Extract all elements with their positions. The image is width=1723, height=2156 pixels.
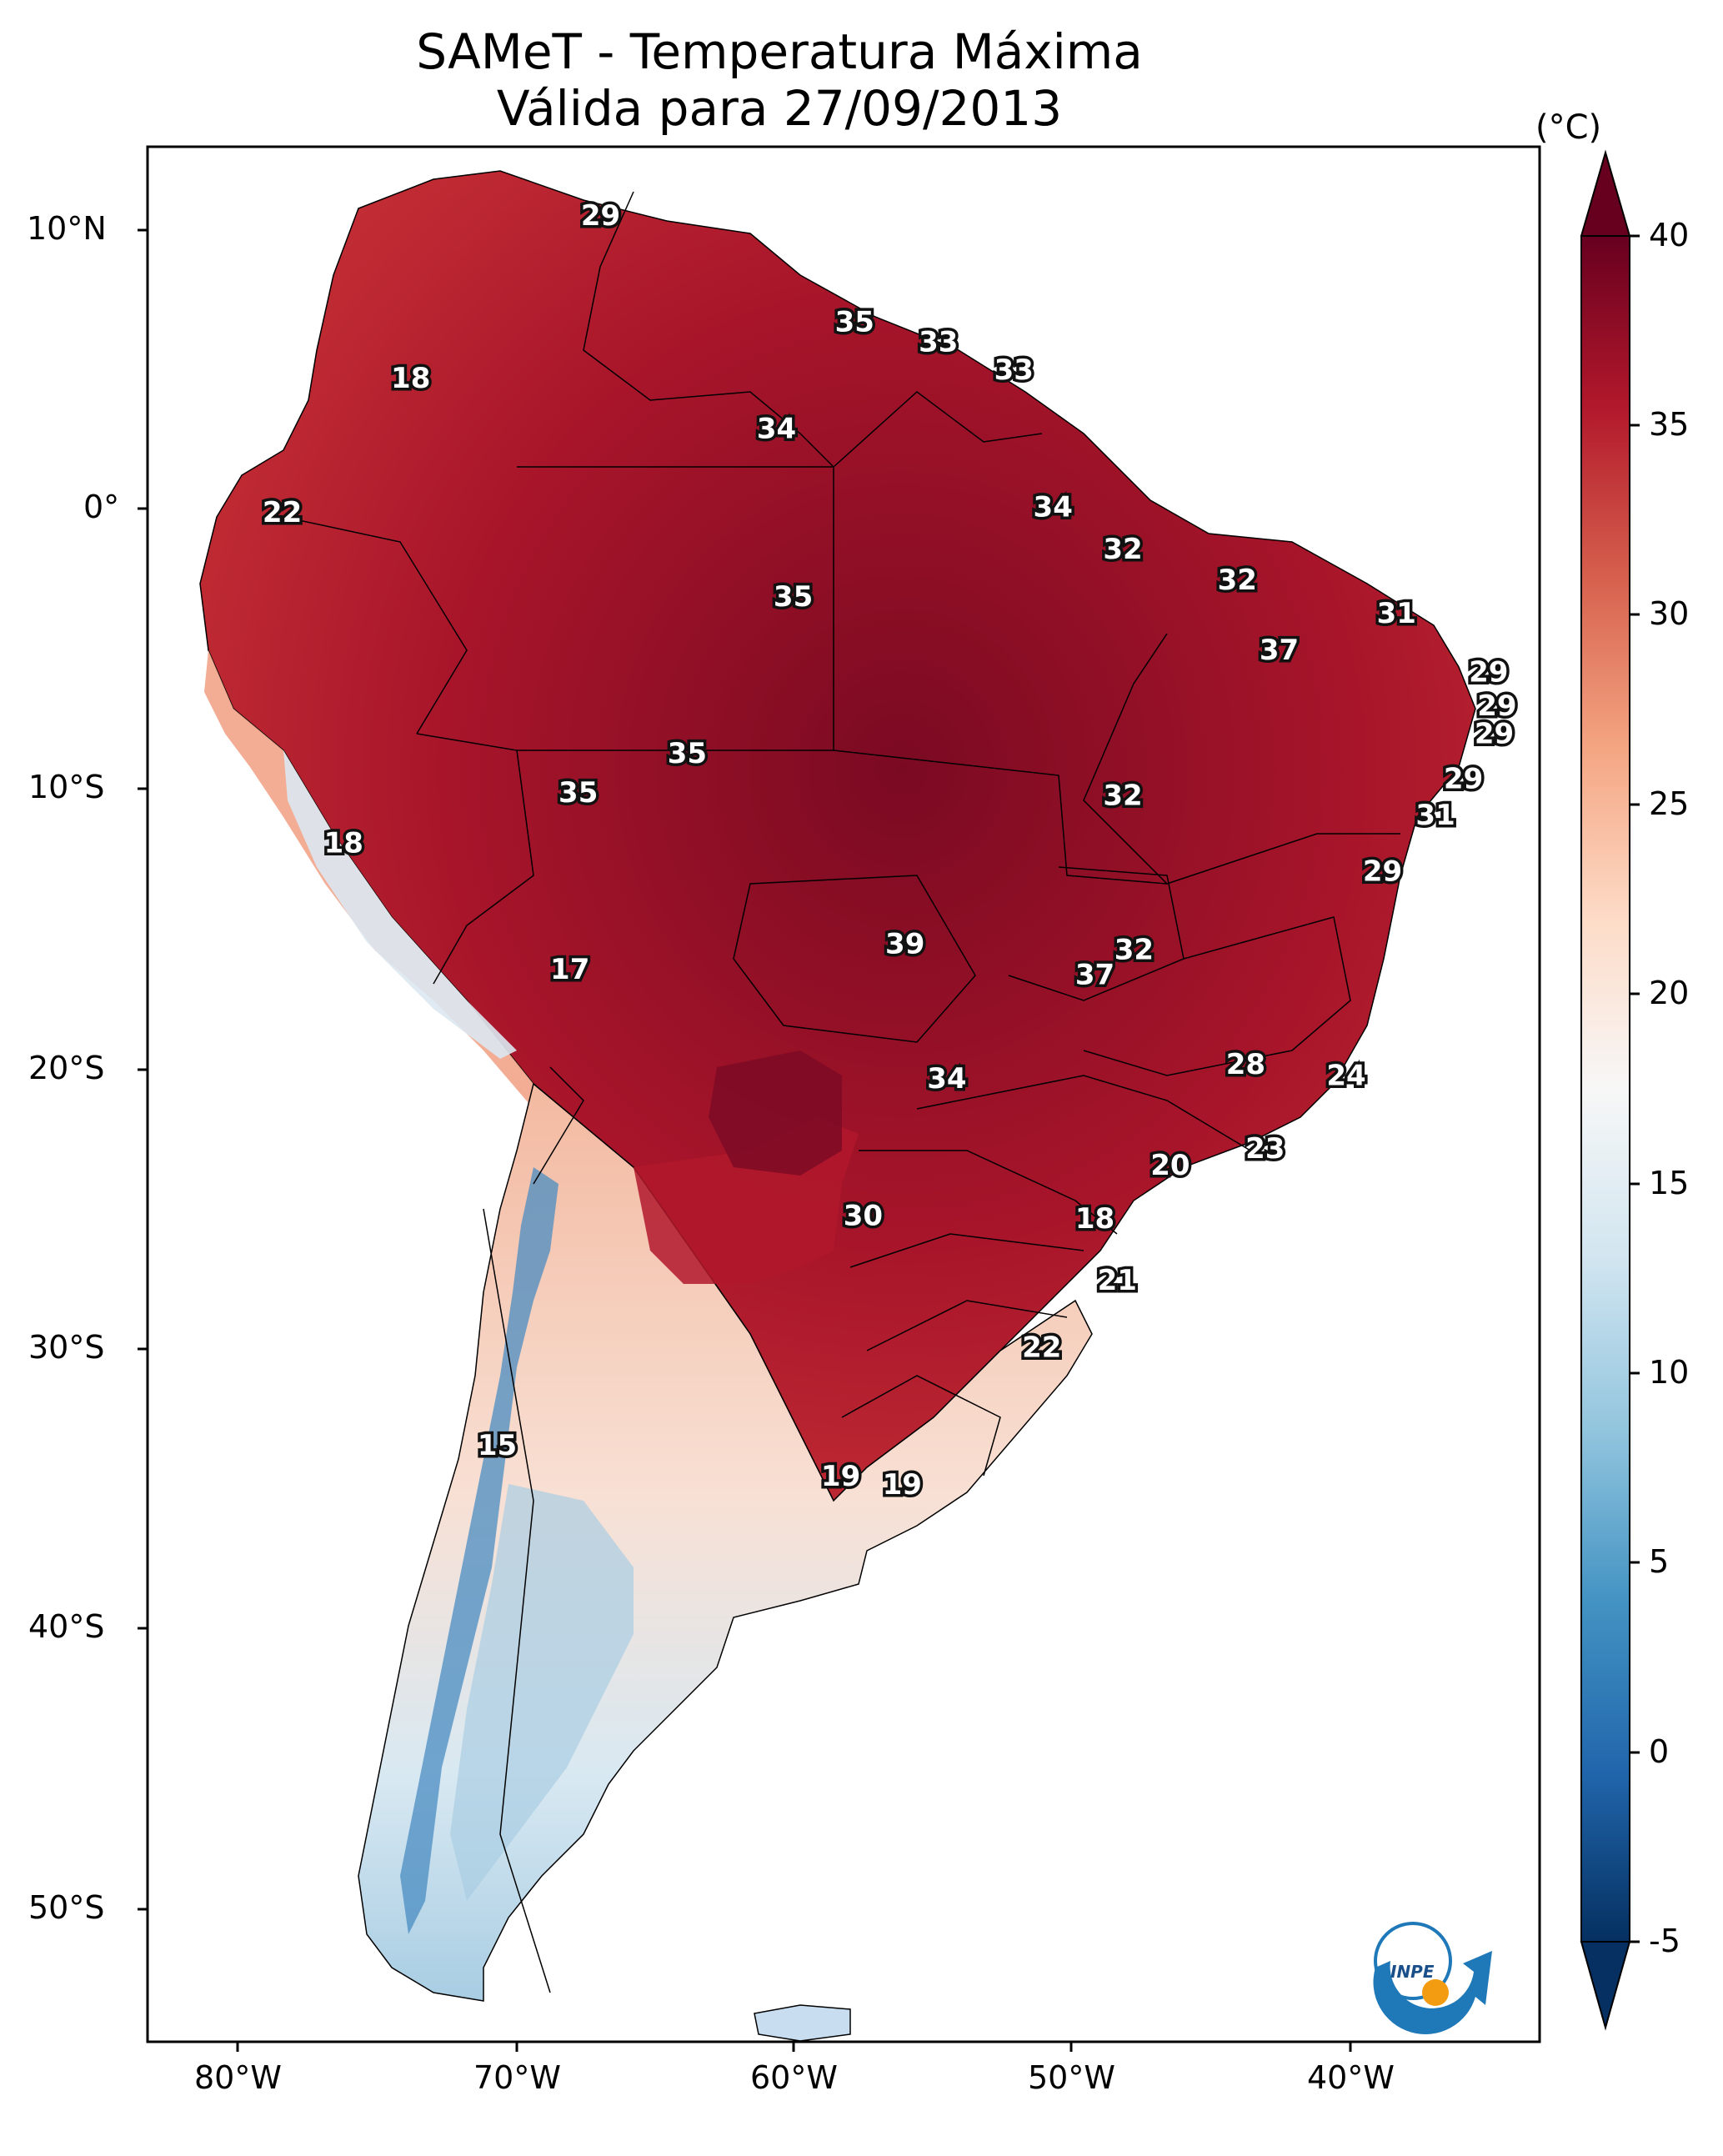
lon-label-50w: 50°W bbox=[1028, 2059, 1115, 2096]
continent-north bbox=[199, 170, 1476, 1502]
lat-label-10s: 10°S bbox=[28, 769, 105, 805]
station-label: 19 bbox=[821, 1460, 860, 1493]
colorbar-label-0: 0 bbox=[1649, 1733, 1670, 1770]
colorbar-label-minus5: -5 bbox=[1649, 1923, 1680, 1959]
station-label: 35 bbox=[558, 776, 598, 810]
patagonia-cool bbox=[450, 1484, 634, 1901]
lat-ticks bbox=[138, 228, 148, 1911]
colorbar-label-10: 10 bbox=[1649, 1354, 1690, 1391]
colorbar-bottom-extend bbox=[1580, 1941, 1631, 2031]
station-label: 32 bbox=[1218, 564, 1257, 597]
station-label: 33 bbox=[919, 325, 958, 358]
warm-paraguay bbox=[709, 1050, 842, 1176]
logo-outer-ring-icon bbox=[1374, 1922, 1452, 2000]
station-label: 32 bbox=[1103, 533, 1142, 566]
colorbar bbox=[1580, 149, 1640, 2031]
station-label: 18 bbox=[391, 362, 430, 395]
station-label: 29 bbox=[1475, 718, 1514, 751]
logo-text: INPE bbox=[1390, 1962, 1435, 1982]
station-label: 29 bbox=[1444, 762, 1483, 795]
colorbar-label-30: 30 bbox=[1649, 595, 1690, 632]
station-label: 18 bbox=[324, 827, 363, 860]
colorbar-label-25: 25 bbox=[1649, 785, 1690, 822]
station-label: 15 bbox=[478, 1429, 517, 1462]
station-label: 35 bbox=[774, 580, 813, 614]
map-area bbox=[199, 170, 1476, 2042]
station-label: 37 bbox=[1260, 634, 1299, 667]
colorbar-label-20: 20 bbox=[1649, 975, 1690, 1011]
andes-peru bbox=[283, 750, 517, 1059]
station-label: 22 bbox=[1022, 1331, 1061, 1365]
logo-arc-icon bbox=[1373, 1951, 1492, 2034]
lat-label-10n: 10°N bbox=[27, 210, 107, 247]
lat-label-20s: 20°S bbox=[28, 1050, 105, 1086]
logo-sun-icon bbox=[1422, 1979, 1449, 2006]
station-label: 34 bbox=[1034, 491, 1073, 524]
station-label: 34 bbox=[757, 412, 796, 445]
lat-label-30s: 30°S bbox=[28, 1329, 105, 1366]
station-label: 33 bbox=[994, 353, 1034, 387]
andes-south bbox=[400, 1167, 558, 1934]
lon-label-80w: 80°W bbox=[194, 2059, 282, 2096]
station-label: 35 bbox=[668, 737, 707, 770]
station-label: 22 bbox=[263, 496, 302, 529]
country-borders bbox=[283, 191, 1400, 1993]
station-label: 23 bbox=[1245, 1132, 1285, 1166]
lon-label-40w: 40°W bbox=[1307, 2059, 1395, 2096]
colorbar-body bbox=[1580, 235, 1630, 1943]
station-label: 29 bbox=[1363, 855, 1402, 888]
station-label: 29 bbox=[581, 199, 620, 233]
colorbar-unit: (°C) bbox=[1535, 108, 1602, 147]
falkland-islands bbox=[754, 2004, 851, 2042]
colorbar-label-15: 15 bbox=[1649, 1165, 1690, 1201]
lat-label-0: 0° bbox=[83, 489, 120, 525]
station-label: 29 bbox=[1469, 656, 1508, 689]
station-label: 39 bbox=[885, 928, 924, 961]
lat-label-50s: 50°S bbox=[28, 1889, 105, 1926]
station-label: 31 bbox=[1415, 799, 1455, 832]
station-label: 35 bbox=[835, 306, 874, 339]
map-frame bbox=[146, 145, 1541, 2043]
station-label: 32 bbox=[1103, 780, 1142, 813]
lat-label-40s: 40°S bbox=[28, 1608, 105, 1645]
colorbar-label-5: 5 bbox=[1649, 1543, 1670, 1580]
station-label: 28 bbox=[1226, 1048, 1265, 1081]
station-label: 32 bbox=[1114, 933, 1154, 966]
title-line-2: Válida para 27/09/2013 bbox=[496, 80, 1063, 137]
station-label: 18 bbox=[1075, 1202, 1114, 1236]
lon-label-60w: 60°W bbox=[750, 2059, 838, 2096]
station-label: 20 bbox=[1150, 1149, 1190, 1182]
station-label: 30 bbox=[844, 1200, 883, 1233]
title-line-1: SAMeT - Temperatura Máxima bbox=[416, 23, 1143, 80]
colorbar-ticks bbox=[1630, 234, 1640, 1943]
station-label: 29 bbox=[1477, 689, 1516, 723]
station-label: 17 bbox=[550, 953, 589, 986]
colorbar-top-extend bbox=[1580, 149, 1631, 237]
station-label: 37 bbox=[1075, 959, 1114, 992]
station-label: 19 bbox=[883, 1468, 922, 1502]
station-label: 34 bbox=[927, 1062, 966, 1096]
colorbar-label-40: 40 bbox=[1649, 217, 1690, 253]
lon-ticks bbox=[236, 2042, 1352, 2052]
colorbar-label-35: 35 bbox=[1649, 406, 1690, 443]
station-label: 21 bbox=[1098, 1264, 1137, 1297]
station-label: 24 bbox=[1326, 1060, 1365, 1093]
station-label: 31 bbox=[1377, 597, 1416, 630]
inpe-logo: INPE bbox=[1373, 1922, 1492, 2034]
lon-label-70w: 70°W bbox=[473, 2059, 561, 2096]
